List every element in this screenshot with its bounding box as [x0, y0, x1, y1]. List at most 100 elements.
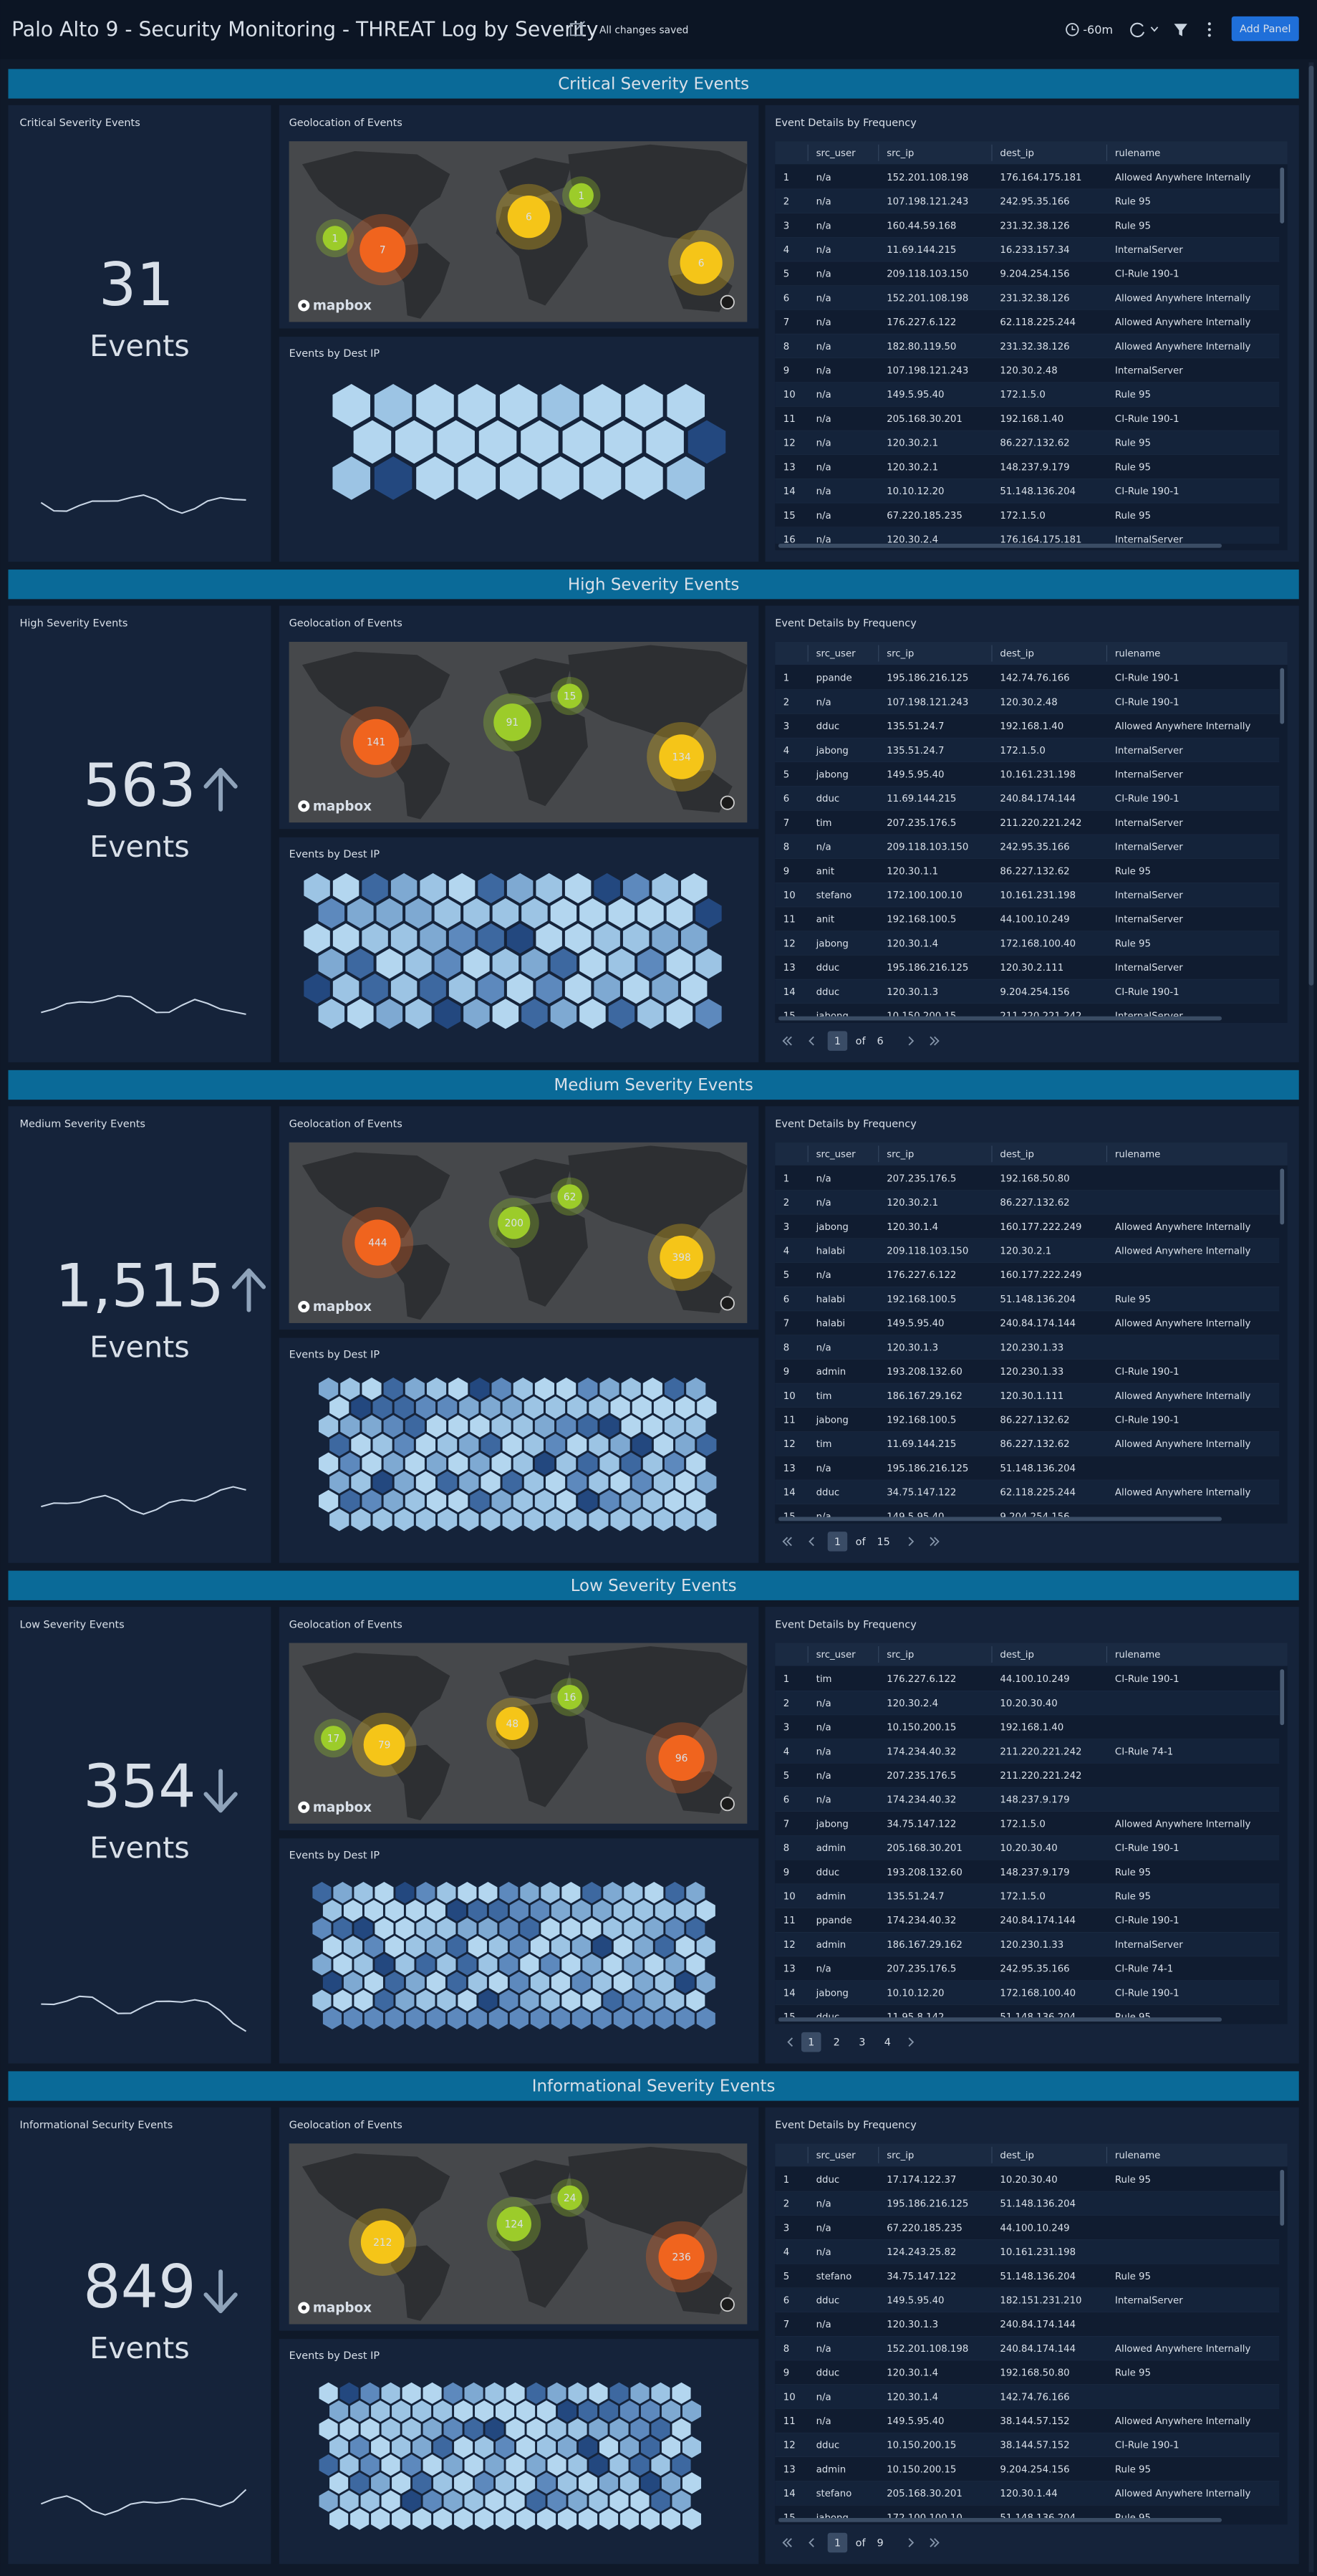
- hex-cell[interactable]: [354, 1918, 373, 1940]
- hex-cell[interactable]: [630, 2490, 650, 2512]
- hex-cell[interactable]: [362, 1415, 382, 1438]
- hex-cell[interactable]: [443, 2454, 463, 2476]
- table-row[interactable]: [775, 1860, 1280, 1885]
- hex-cell[interactable]: [556, 1377, 577, 1400]
- hex-cell[interactable]: [468, 1936, 487, 1958]
- table-row[interactable]: [775, 285, 1280, 310]
- hex-cell[interactable]: [423, 2490, 442, 2512]
- hex-cell[interactable]: [405, 1489, 425, 1513]
- hex-cell[interactable]: [645, 1989, 664, 2012]
- cluster[interactable]: [496, 2206, 531, 2241]
- hex-cell[interactable]: [619, 2508, 640, 2530]
- hex-cell[interactable]: [383, 1452, 403, 1475]
- table-row[interactable]: [775, 2408, 1280, 2433]
- hex-cell[interactable]: [372, 1508, 392, 1532]
- hex-cell[interactable]: [651, 2490, 670, 2512]
- hex-cell[interactable]: [686, 1415, 706, 1438]
- hex-cell[interactable]: [536, 2436, 556, 2459]
- hex-cell[interactable]: [521, 948, 548, 979]
- hex-cell[interactable]: [651, 2418, 670, 2441]
- hex-cell[interactable]: [506, 923, 534, 954]
- hex-cell[interactable]: [385, 1936, 404, 1958]
- hex-cell[interactable]: [609, 2382, 629, 2404]
- hex-cell[interactable]: [536, 2400, 556, 2422]
- hex-cell[interactable]: [557, 2472, 577, 2494]
- hex-cell[interactable]: [582, 1881, 602, 1904]
- hex-cell[interactable]: [610, 1508, 630, 1532]
- hex-cell[interactable]: [697, 1471, 717, 1494]
- table-row[interactable]: [775, 2456, 1280, 2481]
- hex-cell[interactable]: [304, 974, 330, 1004]
- hex-cell[interactable]: [376, 999, 403, 1029]
- hex-cell[interactable]: [541, 456, 579, 500]
- hex-cell[interactable]: [632, 1433, 652, 1456]
- hex-cell[interactable]: [333, 1989, 352, 2012]
- hex-cell[interactable]: [672, 2418, 691, 2441]
- hex-cell[interactable]: [521, 999, 548, 1029]
- hex-cell[interactable]: [599, 2436, 619, 2459]
- hex-cell[interactable]: [613, 2007, 632, 2029]
- hex-cell[interactable]: [362, 974, 388, 1004]
- table-row[interactable]: [775, 810, 1280, 835]
- hex-cell[interactable]: [622, 873, 650, 903]
- hex-cell[interactable]: [485, 2454, 504, 2476]
- table-row[interactable]: [775, 503, 1280, 528]
- edit-icon[interactable]: [569, 21, 586, 37]
- table-row[interactable]: [775, 1335, 1280, 1360]
- table-row[interactable]: [775, 2384, 1280, 2409]
- hex-cell[interactable]: [437, 1918, 456, 1940]
- table-row[interactable]: [775, 835, 1280, 859]
- table-row[interactable]: [775, 979, 1280, 1004]
- hex-cell[interactable]: [642, 1489, 662, 1513]
- hex-cell[interactable]: [381, 2454, 400, 2476]
- table-row[interactable]: [775, 2288, 1280, 2312]
- hex-cell[interactable]: [592, 1936, 612, 1958]
- hex-cell[interactable]: [664, 1377, 685, 1400]
- hex-cell[interactable]: [319, 2382, 338, 2404]
- hex-cell[interactable]: [319, 1452, 339, 1475]
- hex-cell[interactable]: [448, 974, 476, 1004]
- table-row[interactable]: [775, 786, 1280, 811]
- table-row[interactable]: [775, 1908, 1280, 1933]
- hex-cell[interactable]: [392, 2436, 411, 2459]
- hex-cell[interactable]: [318, 948, 345, 979]
- hex-cell[interactable]: [667, 456, 705, 500]
- hex-cell[interactable]: [481, 1508, 501, 1532]
- page-number[interactable]: 1: [834, 1036, 841, 1047]
- hex-cell[interactable]: [506, 974, 534, 1004]
- hex-cell[interactable]: [655, 1971, 674, 1994]
- hex-cell[interactable]: [459, 1396, 479, 1419]
- hex-cell[interactable]: [578, 2400, 598, 2422]
- hex-cell[interactable]: [642, 1415, 662, 1438]
- hex-cell[interactable]: [390, 974, 418, 1004]
- hex-cell[interactable]: [395, 1953, 415, 1976]
- map-info-button[interactable]: [720, 795, 735, 810]
- hex-cell[interactable]: [589, 2382, 608, 2404]
- hex-cell[interactable]: [640, 2472, 660, 2494]
- hex-cell[interactable]: [665, 1953, 685, 1976]
- cluster[interactable]: [659, 734, 704, 779]
- hex-cell[interactable]: [675, 1971, 695, 1994]
- cluster[interactable]: [493, 703, 531, 741]
- hex-cell[interactable]: [568, 2418, 587, 2441]
- hex-cell[interactable]: [608, 999, 635, 1029]
- hex-cell[interactable]: [478, 1953, 498, 1976]
- edit-icon-pen[interactable]: [576, 21, 586, 31]
- hex-cell[interactable]: [625, 384, 663, 428]
- hex-cell[interactable]: [619, 2436, 640, 2459]
- hex-cell[interactable]: [415, 1433, 436, 1456]
- hex-cell[interactable]: [520, 1953, 539, 1976]
- hex-cell[interactable]: [464, 2382, 483, 2404]
- hex-cell[interactable]: [312, 1881, 332, 1904]
- hex-cell[interactable]: [545, 1433, 566, 1456]
- hex-cell[interactable]: [536, 974, 562, 1004]
- hex-cell[interactable]: [426, 1936, 445, 1958]
- hex-cell[interactable]: [622, 923, 650, 954]
- hex-cell[interactable]: [545, 1508, 566, 1532]
- table-row[interactable]: [775, 1739, 1280, 1764]
- table-hscroll[interactable]: [778, 1016, 1222, 1021]
- hex-cell[interactable]: [304, 873, 330, 903]
- hex-cell[interactable]: [339, 2418, 359, 2441]
- cluster[interactable]: [557, 1184, 582, 1209]
- hex-cell[interactable]: [478, 974, 504, 1004]
